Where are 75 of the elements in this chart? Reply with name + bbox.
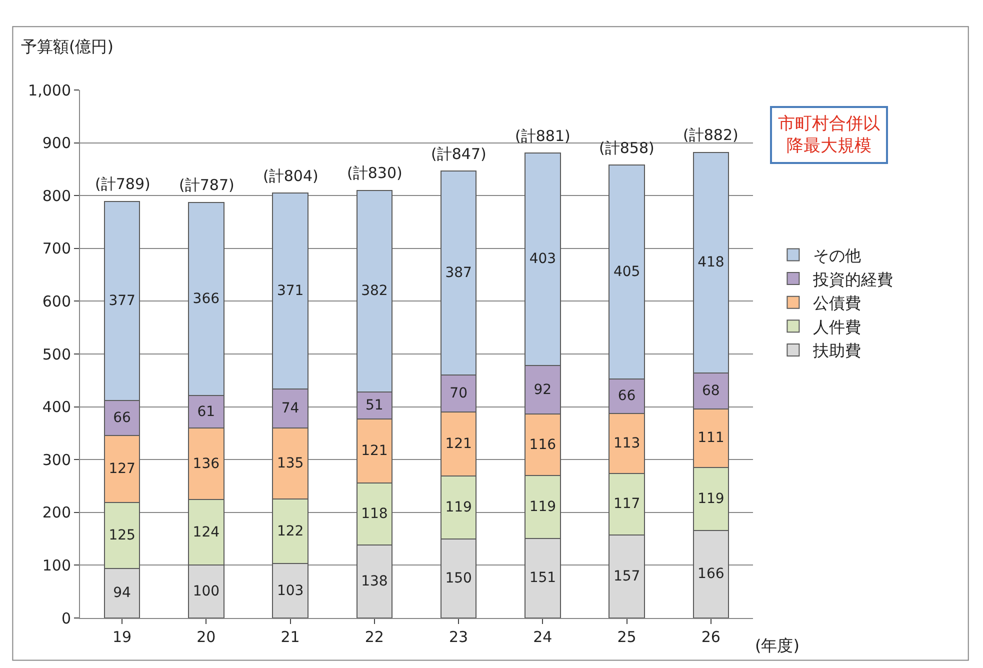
data-label: 125 (108, 527, 136, 544)
data-label: 68 (702, 382, 720, 399)
data-label: 382 (361, 283, 388, 300)
data-label: 119 (529, 498, 556, 515)
data-label: 150 (445, 570, 472, 586)
data-label: 100 (192, 584, 220, 600)
data-label: 94 (113, 585, 132, 602)
x-tick-label: 20 (196, 628, 216, 646)
data-label: 127 (108, 460, 136, 477)
total-label: (計789) (95, 175, 150, 193)
data-label: 113 (613, 435, 640, 452)
data-label: 121 (445, 436, 472, 452)
data-label: 157 (613, 568, 640, 585)
data-label: 371 (276, 282, 304, 299)
data-label: 151 (529, 570, 556, 586)
legend-label: 公債費 (813, 294, 862, 313)
data-label: 70 (450, 386, 468, 402)
data-label: 117 (613, 496, 640, 512)
y-tick-label: 100 (42, 556, 71, 574)
total-label: (計787) (179, 176, 234, 194)
data-label: 66 (113, 410, 132, 426)
data-label: 405 (613, 264, 640, 280)
data-label: 51 (366, 397, 384, 414)
data-label: 138 (361, 574, 388, 590)
data-label: 418 (698, 254, 724, 271)
legend-label: その他 (813, 246, 862, 265)
data-label: 135 (276, 456, 304, 472)
y-tick-label: 700 (42, 240, 71, 258)
data-label: 61 (197, 404, 216, 420)
y-tick-label: 800 (42, 186, 71, 205)
y-axis-title: 予算額(億円) (21, 37, 114, 56)
total-label: (計858) (599, 139, 654, 157)
x-tick-label: 24 (533, 628, 552, 646)
y-tick-label: 600 (42, 292, 71, 310)
x-tick-label: 23 (449, 628, 468, 646)
legend-label: 扶助費 (812, 341, 862, 360)
y-tick-label: 900 (42, 134, 71, 152)
data-label: 66 (618, 388, 636, 404)
total-label: (計830) (347, 164, 402, 182)
data-label: 116 (529, 436, 556, 453)
x-tick-label: 25 (617, 628, 636, 646)
data-label: 119 (698, 490, 724, 507)
y-tick-label: 400 (42, 398, 71, 416)
y-tick-label: 200 (42, 504, 71, 522)
data-label: 119 (445, 499, 472, 516)
data-label: 122 (276, 523, 304, 540)
y-tick-label: 1,000 (28, 81, 71, 100)
x-axis-title: (年度) (755, 636, 800, 655)
total-label: (計847) (431, 145, 486, 163)
data-label: 118 (361, 506, 388, 522)
data-label: 103 (276, 582, 304, 599)
text: 市町村合併以降最大規模 (778, 114, 880, 156)
data-label: 111 (698, 430, 724, 446)
x-tick-label: 19 (112, 628, 132, 646)
legend-label: 投資的経費 (812, 270, 894, 289)
data-label: 124 (192, 524, 220, 540)
data-label: 121 (361, 442, 388, 459)
data-label: 74 (281, 400, 300, 416)
data-label: 136 (192, 456, 220, 472)
total-label: (計881) (515, 127, 570, 145)
data-label: 166 (698, 566, 724, 582)
x-tick-label: 26 (701, 628, 720, 646)
data-label: 366 (192, 291, 220, 308)
data-label: 377 (108, 292, 136, 309)
x-tick-label: 22 (364, 628, 384, 646)
x-tick-label: 21 (280, 628, 300, 646)
total-label: (計882) (683, 126, 738, 144)
data-label: 403 (529, 251, 556, 268)
y-tick-label: 300 (42, 450, 71, 469)
legend-label: 人件費 (813, 317, 862, 336)
data-label: 92 (534, 382, 552, 398)
y-tick-label: 0 (61, 609, 71, 628)
total-label: (計804) (263, 167, 318, 185)
data-label: 387 (445, 264, 472, 281)
y-tick-label: 500 (42, 345, 71, 364)
